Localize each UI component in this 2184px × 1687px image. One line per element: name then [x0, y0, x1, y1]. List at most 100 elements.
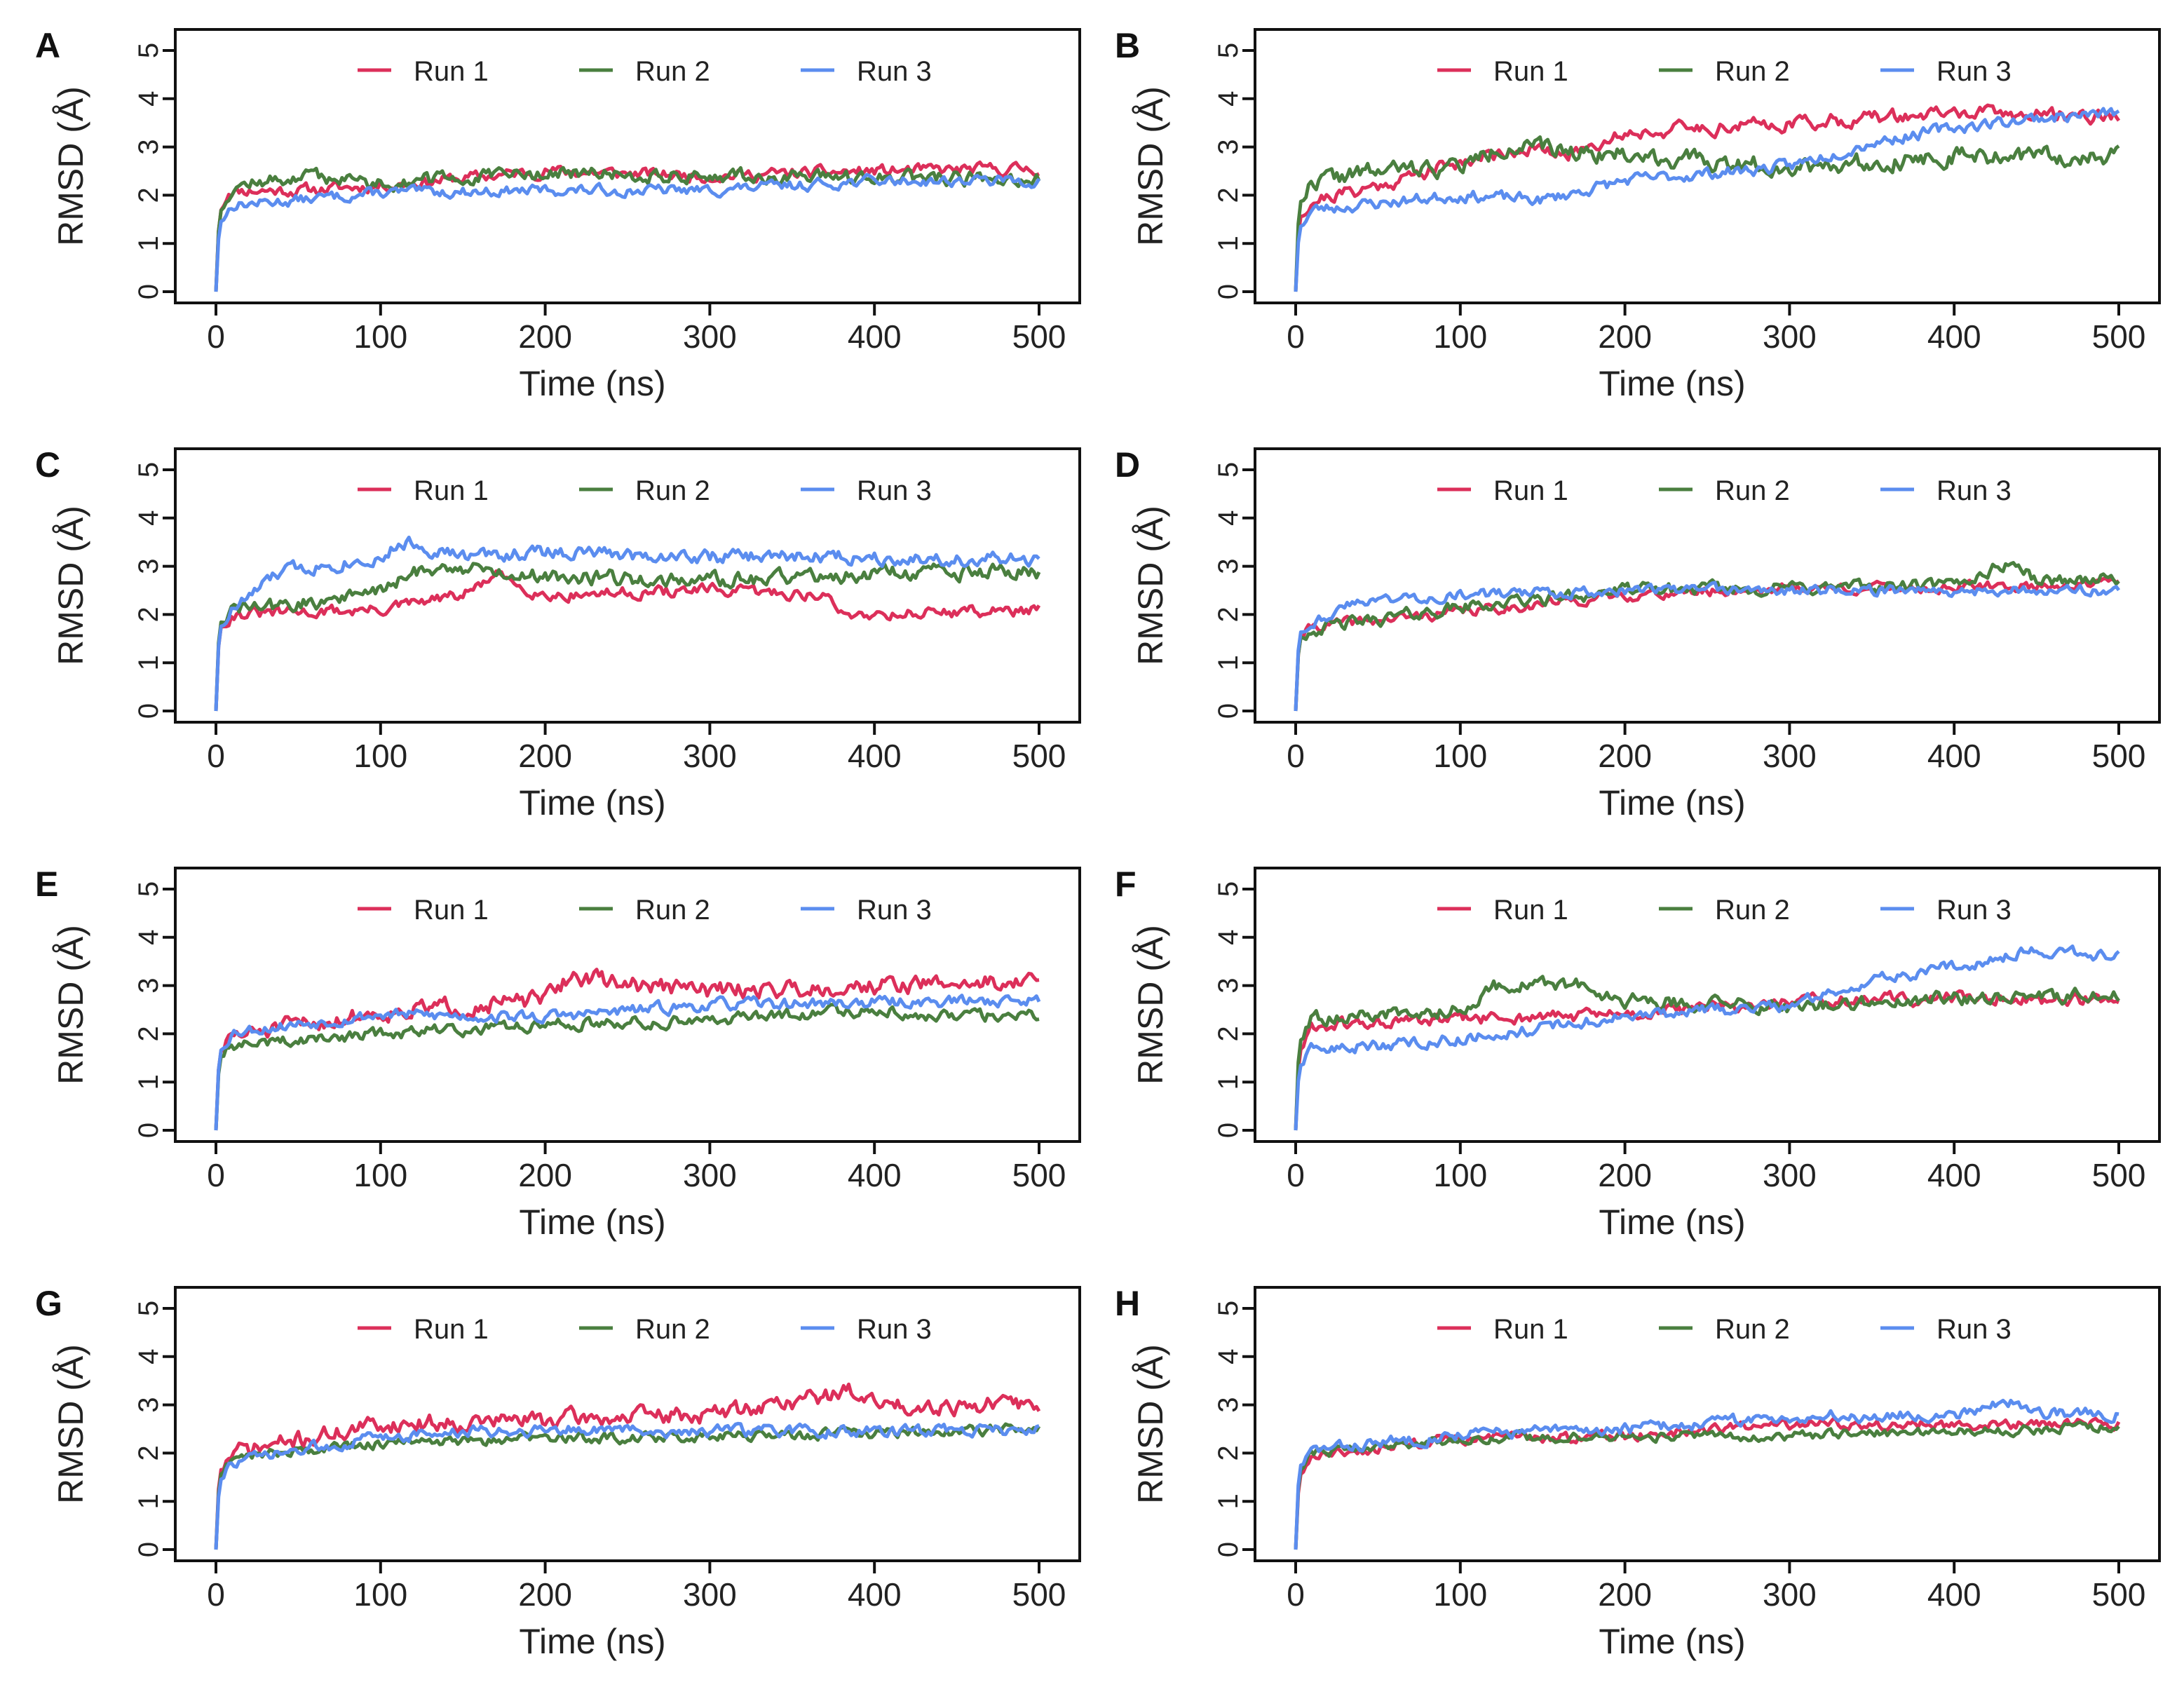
x-tick-label: 500 — [2092, 738, 2146, 774]
x-tick-label: 300 — [1763, 1576, 1817, 1613]
y-tick-label: 0 — [1213, 1542, 1244, 1557]
legend-label: Run 2 — [635, 1314, 710, 1345]
x-tick-label: 0 — [207, 1157, 225, 1193]
legend-label: Run 1 — [1493, 895, 1568, 926]
y-tick-label: 2 — [133, 1026, 164, 1041]
y-axis-title: RMSD (Å) — [51, 86, 90, 246]
legend-label: Run 3 — [1937, 56, 2012, 87]
series-line-run-1 — [214, 569, 1041, 712]
y-tick-label: 5 — [133, 43, 164, 58]
x-tick-label: 500 — [1012, 1157, 1066, 1193]
x-tick-label: 200 — [1598, 318, 1652, 355]
y-tick-label: 0 — [133, 1542, 164, 1557]
series-line-run-3 — [214, 994, 1041, 1131]
x-axis-title: Time (ns) — [1599, 1622, 1745, 1661]
y-axis-title: RMSD (Å) — [1131, 86, 1170, 246]
series-line-run-1 — [214, 1382, 1041, 1550]
y-tick-label: 4 — [133, 510, 164, 526]
series-line-run-2 — [1294, 135, 2120, 292]
y-tick-label: 5 — [1213, 881, 1244, 897]
x-tick-label: 300 — [683, 738, 737, 774]
y-tick-label: 2 — [133, 187, 164, 203]
y-tick-label: 1 — [1213, 236, 1244, 251]
x-tick-label: 500 — [1012, 318, 1066, 355]
panel-h: H 0 1 2 3 4 5 0 100 200 300 400 500 Time (ns) RMSD (Å)… — [1115, 1284, 2161, 1661]
x-tick-label: 200 — [1598, 1157, 1652, 1193]
x-tick-label: 500 — [2092, 1157, 2146, 1193]
plot-frame — [174, 1286, 1081, 1562]
y-tick-label: 1 — [1213, 655, 1244, 670]
series-line-run-2 — [214, 1003, 1040, 1131]
y-tick-label: 3 — [1213, 977, 1244, 993]
x-tick-label: 400 — [848, 1157, 902, 1193]
y-tick-label: 3 — [133, 1397, 164, 1412]
x-tick-label: 200 — [518, 1157, 572, 1193]
y-tick-label: 4 — [133, 91, 164, 107]
legend-label: Run 2 — [635, 475, 710, 506]
x-tick-label: 100 — [1433, 1157, 1487, 1193]
y-axis-title: RMSD (Å) — [1131, 925, 1170, 1085]
y-tick-label: 3 — [1213, 1397, 1244, 1412]
panel-letter: D — [1115, 445, 1140, 485]
panel-d: D 0 1 2 3 4 5 0 100 200 300 400 500 Time (ns) RMSD (Å)… — [1115, 445, 2161, 822]
y-axis-title: RMSD (Å) — [51, 506, 90, 665]
y-tick-label: 2 — [133, 1445, 164, 1461]
panel-c: C 0 1 2 3 4 5 0 100 200 300 400 500 Time (ns) RMSD (Å)… — [35, 445, 1081, 822]
panel-letter: E — [35, 865, 58, 904]
y-tick-label: 3 — [1213, 558, 1244, 574]
x-tick-label: 100 — [1433, 1576, 1487, 1613]
y-tick-label: 4 — [133, 1349, 164, 1364]
x-tick-label: 500 — [1012, 738, 1066, 774]
x-tick-label: 0 — [207, 318, 225, 355]
y-tick-label: 2 — [1213, 1026, 1244, 1041]
y-tick-label: 4 — [1213, 930, 1244, 945]
y-tick-label: 4 — [1213, 1349, 1244, 1364]
panel-letter: A — [35, 26, 60, 65]
series-line-run-3 — [214, 535, 1040, 712]
legend-label: Run 1 — [1493, 475, 1568, 506]
x-tick-label: 400 — [1927, 1157, 1981, 1193]
legend-label: Run 3 — [857, 895, 932, 926]
legend-label: Run 2 — [635, 56, 710, 87]
y-tick-label: 4 — [1213, 91, 1244, 107]
panel-letter: G — [35, 1284, 62, 1323]
series-line-run-1 — [1294, 576, 2120, 712]
x-axis-title: Time (ns) — [519, 1622, 665, 1661]
x-axis-title: Time (ns) — [519, 783, 665, 822]
panel-b: B 0 1 2 3 4 5 0 100 200 300 400 500 Time (ns) RMSD (Å)… — [1115, 26, 2161, 403]
panel-e: E 0 1 2 3 4 5 0 100 200 300 400 500 Time (ns) RMSD (Å)… — [35, 865, 1081, 1242]
x-tick-label: 0 — [207, 1576, 225, 1613]
y-tick-label: 2 — [1213, 187, 1244, 203]
legend-label: Run 3 — [1937, 475, 2012, 506]
legend-label: Run 2 — [1715, 475, 1790, 506]
x-tick-label: 200 — [1598, 738, 1652, 774]
legend-label: Run 2 — [1715, 895, 1790, 926]
y-tick-label: 0 — [133, 1123, 164, 1138]
series-line-run-3 — [214, 172, 1041, 292]
y-tick-label: 0 — [1213, 284, 1244, 299]
series-line-run-3 — [1294, 581, 2121, 712]
y-tick-label: 1 — [133, 236, 164, 251]
y-tick-label: 2 — [133, 607, 164, 622]
series-line-run-3 — [214, 1421, 1040, 1550]
y-tick-label: 5 — [133, 462, 164, 477]
y-axis-title: RMSD (Å) — [51, 1344, 90, 1504]
y-tick-label: 2 — [1213, 607, 1244, 622]
legend-label: Run 3 — [857, 475, 932, 506]
y-tick-label: 0 — [1213, 703, 1244, 719]
series-line-run-1 — [214, 968, 1040, 1131]
y-tick-label: 3 — [133, 139, 164, 154]
x-axis-title: Time (ns) — [519, 364, 665, 403]
legend-label: Run 3 — [857, 1314, 932, 1345]
legend-label: Run 1 — [414, 475, 489, 506]
y-tick-label: 1 — [133, 1493, 164, 1509]
x-tick-label: 400 — [1927, 1576, 1981, 1613]
x-tick-label: 100 — [353, 1157, 407, 1193]
y-tick-label: 5 — [1213, 43, 1244, 58]
x-tick-label: 400 — [848, 1576, 902, 1613]
series-line-run-2 — [214, 562, 1041, 712]
legend-label: Run 1 — [414, 1314, 489, 1345]
x-tick-label: 300 — [683, 318, 737, 355]
series-line-run-2 — [1294, 975, 2121, 1131]
x-tick-label: 400 — [848, 738, 902, 774]
